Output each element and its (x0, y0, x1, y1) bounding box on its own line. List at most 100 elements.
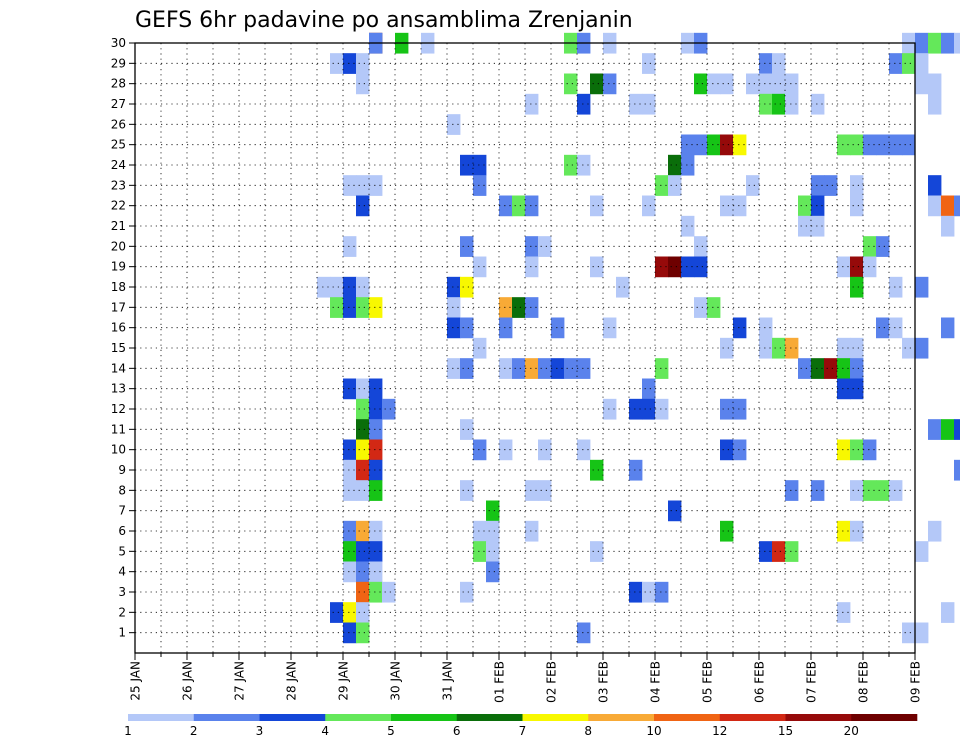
heatmap-cell (330, 602, 344, 623)
heatmap-cell (460, 419, 474, 440)
heatmap-cell (863, 134, 877, 156)
heatmap-cell (369, 541, 383, 562)
heatmap-cell (863, 480, 877, 501)
heatmap-cell (343, 53, 357, 74)
x-tick-label: 08 FEB (857, 661, 871, 703)
heatmap-cell (330, 297, 344, 318)
x-tick-label: 06 FEB (753, 661, 767, 703)
heatmap-cell (954, 32, 960, 54)
y-tick-label: 17 (111, 300, 126, 314)
heatmap-cell (694, 236, 708, 257)
heatmap-cell (473, 175, 487, 196)
y-tick-label: 12 (111, 402, 126, 416)
heatmap-cell (369, 439, 383, 461)
heatmap-cell (759, 337, 773, 359)
heatmap-cell (603, 398, 617, 420)
colorbar-swatch (654, 714, 721, 721)
heatmap-cell (707, 297, 721, 318)
heatmap-cell (772, 337, 786, 359)
heatmap-cell (928, 32, 942, 54)
heatmap-cell (343, 561, 357, 583)
heatmap-cell (824, 358, 838, 379)
colorbar-swatch (522, 714, 589, 721)
heatmap-cell (499, 195, 513, 217)
y-tick-label: 21 (111, 219, 126, 233)
colorbar-label: 7 (519, 724, 527, 738)
heatmap-cell (460, 480, 474, 501)
heatmap-cell (876, 480, 890, 501)
heatmap-cell (941, 32, 955, 54)
heatmap-cell (629, 459, 643, 481)
heatmap-cell (473, 337, 487, 359)
heatmap-cell (928, 195, 942, 217)
heatmap-cell (850, 134, 864, 156)
heatmap-cell (954, 459, 960, 481)
heatmap-cell (837, 439, 851, 461)
heatmap-cell (356, 622, 370, 644)
heatmap-cell (707, 134, 721, 156)
heatmap-cell (499, 297, 513, 318)
heatmap-cell (733, 317, 747, 339)
colorbar-swatch (851, 714, 918, 721)
heatmap-cell (850, 337, 864, 359)
heatmap-cell (733, 134, 747, 156)
heatmap-cell (681, 154, 695, 176)
heatmap-cell (460, 154, 474, 176)
heatmap-cell (811, 93, 825, 115)
heatmap-cell (577, 622, 591, 644)
heatmap-cell (902, 134, 916, 156)
heatmap-cell (681, 215, 695, 237)
heatmap-cell (915, 73, 929, 95)
heatmap-cell (447, 276, 461, 298)
heatmap-cell (343, 622, 357, 644)
heatmap-cell (356, 73, 370, 95)
heatmap-cell (668, 256, 682, 278)
y-tick-label: 6 (118, 524, 126, 538)
y-tick-label: 4 (118, 565, 126, 579)
heatmap-cell (668, 175, 682, 196)
chart-title: GEFS 6hr padavine po ansamblima Zrenjani… (135, 8, 633, 33)
heatmap-cell (694, 297, 708, 318)
heatmap-cell (954, 419, 960, 440)
heatmap-cell (356, 175, 370, 196)
colorbar-label: 3 (256, 724, 264, 738)
heatmap-cell (382, 398, 396, 420)
heatmap-cell (564, 154, 578, 176)
heatmap-cell (694, 73, 708, 95)
heatmap-cell (811, 358, 825, 379)
heatmap-cell (837, 378, 851, 400)
heatmap-cell (642, 53, 656, 74)
heatmap-cell (928, 419, 942, 440)
colorbar-label: 10 (646, 724, 661, 738)
heatmap-cell (369, 480, 383, 501)
heatmap-cell (720, 337, 734, 359)
y-tick-label: 2 (118, 605, 126, 619)
x-tick-label: 29 JAN (337, 661, 351, 701)
heatmap-cell (356, 276, 370, 298)
heatmap-cell (382, 581, 396, 603)
cells-layer (317, 32, 960, 644)
heatmap-cell (525, 520, 539, 542)
heatmap-cell (343, 378, 357, 400)
heatmap-cell (538, 439, 552, 461)
y-tick-label: 30 (111, 36, 126, 50)
heatmap-cell (720, 520, 734, 542)
heatmap-cell (343, 236, 357, 257)
heatmap-cell (486, 561, 500, 583)
y-tick-label: 11 (111, 422, 126, 436)
heatmap-cell (876, 236, 890, 257)
heatmap-cell (850, 195, 864, 217)
colorbar-label: 5 (387, 724, 395, 738)
heatmap-cell (525, 93, 539, 115)
heatmap-cell (486, 500, 500, 522)
heatmap-cell (356, 581, 370, 603)
heatmap-cell (525, 480, 539, 501)
heatmap-cell (811, 175, 825, 196)
y-tick-label: 24 (111, 158, 126, 172)
heatmap-cell (538, 358, 552, 379)
heatmap-cell (590, 195, 604, 217)
heatmap-cell (577, 439, 591, 461)
y-tick-label: 27 (111, 97, 126, 111)
heatmap-cell (850, 439, 864, 461)
heatmap-cell (772, 541, 786, 562)
